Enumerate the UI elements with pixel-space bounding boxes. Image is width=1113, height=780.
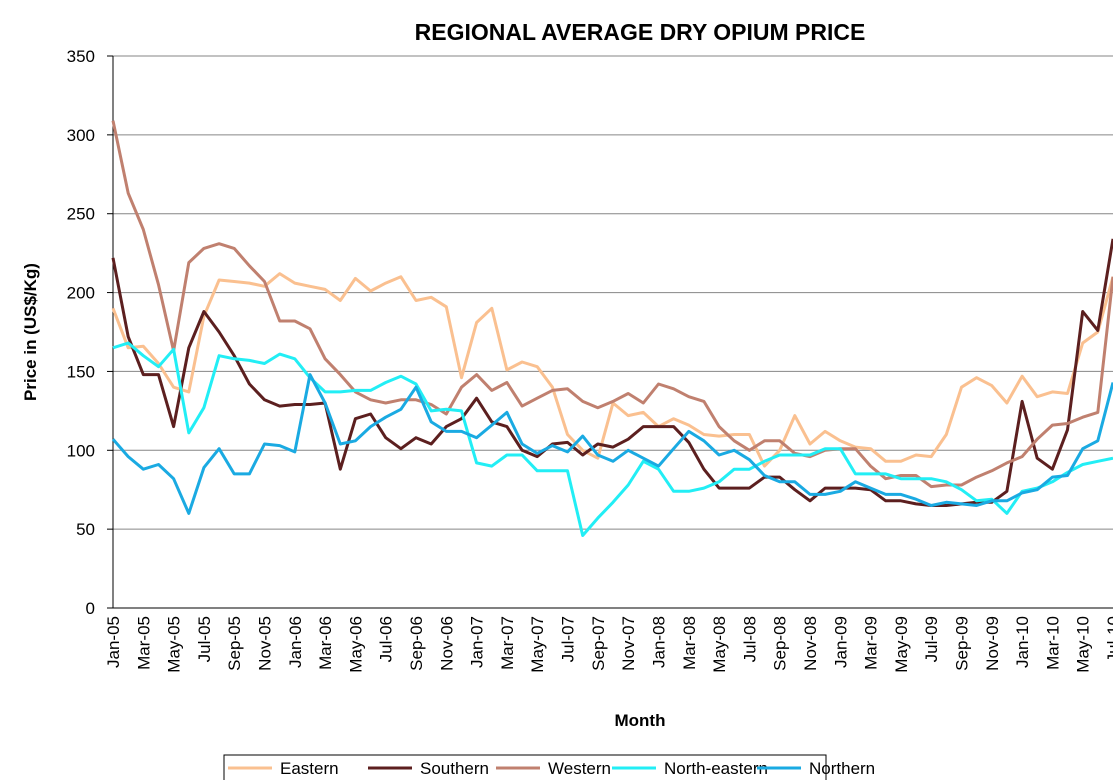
x-tick-label: Nov-09 [983, 616, 1002, 671]
legend-label: Northern [809, 759, 875, 778]
x-tick-label: Mar-05 [134, 616, 153, 670]
x-tick-label: Sep-05 [225, 616, 244, 671]
x-tick-label: May-09 [892, 616, 911, 673]
x-tick-label: Sep-07 [589, 616, 608, 671]
series-line [111, 238, 1113, 507]
series-line [111, 272, 1113, 468]
x-axis-label: Month [615, 711, 666, 730]
x-tick-label: May-10 [1074, 616, 1093, 673]
x-tick-label: Sep-06 [407, 616, 426, 671]
x-tick-label: Jul-07 [559, 616, 578, 662]
x-tick-label: Mar-06 [316, 616, 335, 670]
x-tick-label: Jan-09 [831, 616, 850, 668]
legend-label: Western [548, 759, 611, 778]
legend-label: Eastern [280, 759, 339, 778]
y-tick-label: 350 [67, 47, 95, 66]
series-line [112, 341, 1113, 537]
x-tick-label: Jan-10 [1013, 616, 1032, 668]
x-tick-label: Nov-07 [619, 616, 638, 671]
y-tick-label: 250 [67, 205, 95, 224]
x-tick-label: Jan-07 [468, 616, 487, 668]
series-line [111, 120, 1113, 489]
y-tick-label: 50 [76, 520, 95, 539]
y-tick-label: 100 [67, 441, 95, 460]
x-tick-label: Jan-05 [104, 616, 123, 668]
x-tick-label: Mar-10 [1043, 616, 1062, 670]
x-tick-label: Jul-08 [740, 616, 759, 662]
x-tick-label: May-06 [346, 616, 365, 673]
x-tick-label: Jan-08 [649, 616, 668, 668]
x-tick-label: Nov-08 [801, 616, 820, 671]
x-tick-label: Jul-06 [377, 616, 396, 662]
x-tick-label: Sep-09 [952, 616, 971, 671]
chart-title: REGIONAL AVERAGE DRY OPIUM PRICE [415, 19, 866, 45]
y-tick-label: 300 [67, 126, 95, 145]
x-tick-label: Mar-09 [862, 616, 881, 670]
legend-label: Southern [420, 759, 489, 778]
x-tick-label: Nov-05 [256, 616, 275, 671]
y-tick-label: 150 [67, 362, 95, 381]
y-tick-label: 200 [67, 284, 95, 303]
x-tick-label: Mar-08 [680, 616, 699, 670]
y-tick-label: 0 [86, 599, 95, 618]
x-tick-label: May-05 [165, 616, 184, 673]
y-axis-label: Price in (US$/Kg) [21, 263, 40, 401]
x-tick-label: Sep-08 [771, 616, 790, 671]
x-tick-label: Jul-10 [1104, 616, 1113, 662]
x-tick-label: May-07 [528, 616, 547, 673]
series-line [111, 373, 1113, 515]
x-tick-label: Nov-06 [437, 616, 456, 671]
x-tick-label: Jul-05 [195, 616, 214, 662]
legend-label: North-eastern [664, 759, 768, 778]
x-tick-label: May-08 [710, 616, 729, 673]
x-tick-label: Jul-09 [922, 616, 941, 662]
x-tick-label: Jan-06 [286, 616, 305, 668]
x-tick-label: Mar-07 [498, 616, 517, 670]
